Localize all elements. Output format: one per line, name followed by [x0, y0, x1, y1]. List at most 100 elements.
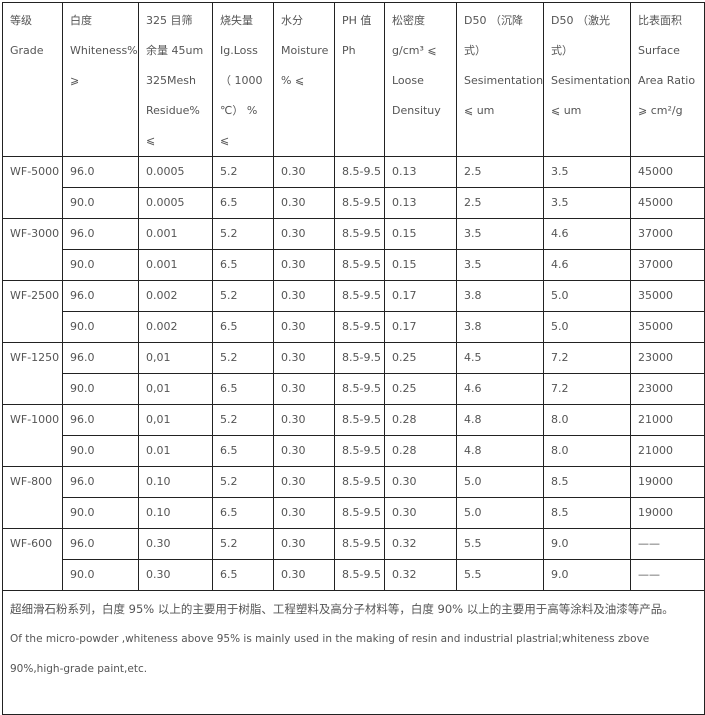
table-cell: 0.30: [273, 156, 335, 188]
table-cell: 8.5-9.5: [334, 466, 385, 498]
table-cell: 8.5: [543, 466, 631, 498]
table-cell: 6.5: [212, 559, 274, 591]
table-cell: 96.0: [62, 280, 139, 312]
table-cell: 0.32: [384, 559, 457, 591]
table-cell: 8.5-9.5: [334, 342, 385, 374]
table-cell: 8.5-9.5: [334, 187, 385, 219]
table-cell: 23000: [630, 342, 705, 374]
header-line: Residue%: [146, 104, 200, 117]
grade-cell: WF-5000: [2, 156, 63, 219]
table-cell: 90.0: [62, 497, 139, 529]
table-cell: 8.0: [543, 404, 631, 436]
table-cell: 5.0: [456, 466, 544, 498]
table-cell: 0.01: [138, 435, 213, 467]
note-cell: 超细滑石粉系列，白度 95% 以上的主要用于树脂、工程塑料及高分子材料等，白度 …: [2, 590, 705, 715]
table-cell: 21000: [630, 404, 705, 436]
table-cell: 90.0: [62, 311, 139, 343]
table-cell: 45000: [630, 156, 705, 188]
table-cell: 4.6: [543, 249, 631, 281]
table-cell: 19000: [630, 497, 705, 529]
table-cell: 0.10: [138, 466, 213, 498]
header-cell: 水分 Moisture % ⩽: [273, 2, 335, 157]
table-cell: 8.5-9.5: [334, 559, 385, 591]
header-line: ℃） %: [220, 104, 258, 117]
table-cell: 5.0: [543, 280, 631, 312]
table-cell: 5.2: [212, 466, 274, 498]
header-cell: 白度 Whiteness% ⩾: [62, 2, 139, 157]
table-cell: 8.5-9.5: [334, 497, 385, 529]
header-line: Surface: [638, 44, 680, 57]
table-cell: 6.5: [212, 249, 274, 281]
table-cell: 4.6: [543, 218, 631, 250]
table-cell: 0.0005: [138, 187, 213, 219]
table-cell: 0.30: [273, 218, 335, 250]
table-cell: 0.25: [384, 342, 457, 374]
table-cell: 0.30: [273, 497, 335, 529]
table-cell: 0.15: [384, 218, 457, 250]
table-cell: 4.8: [456, 404, 544, 436]
table-cell: 3.5: [456, 249, 544, 281]
table-cell: 90.0: [62, 373, 139, 405]
header-line: 松密度: [392, 14, 425, 27]
table-cell: 19000: [630, 466, 705, 498]
table-cell: 0.30: [273, 559, 335, 591]
table-cell: 0.25: [384, 373, 457, 405]
table-cell: 0.17: [384, 311, 457, 343]
table-cell: 9.0: [543, 559, 631, 591]
table-cell: 0.30: [273, 373, 335, 405]
table-cell: 35000: [630, 311, 705, 343]
table-cell: ——: [630, 528, 705, 560]
header-line: Area Ratio: [638, 74, 696, 87]
table-cell: 0.13: [384, 187, 457, 219]
table-cell: 0.17: [384, 280, 457, 312]
table-cell: 0.32: [384, 528, 457, 560]
table-cell: 0.30: [138, 559, 213, 591]
grade-cell: WF-1000: [2, 404, 63, 467]
header-cell: 松密度 g/cm³ ⩽ Loose Densituy: [384, 2, 457, 157]
header-cell: PH 值 Ph: [334, 2, 385, 157]
table-cell: 0.30: [273, 466, 335, 498]
table-cell: 5.2: [212, 280, 274, 312]
table-cell: 8.5-9.5: [334, 404, 385, 436]
note-row: 超细滑石粉系列，白度 95% 以上的主要用于树脂、工程塑料及高分子材料等，白度 …: [2, 590, 705, 715]
table-cell: 8.5: [543, 497, 631, 529]
grade-cell: WF-800: [2, 466, 63, 529]
table-cell: 8.0: [543, 435, 631, 467]
grade-cell: WF-1250: [2, 342, 63, 405]
header-cell: D50 （激光 式） Sesimentation ⩽ um: [543, 2, 631, 157]
table-cell: 96.0: [62, 466, 139, 498]
table-cell: 0.10: [138, 497, 213, 529]
table-cell: 0.15: [384, 249, 457, 281]
header-line: Densituy: [392, 104, 441, 117]
table-cell: 8.5-9.5: [334, 373, 385, 405]
header-line: 烧失量: [220, 14, 253, 27]
header-line: Moisture: [281, 44, 329, 57]
table-cell: 8.5-9.5: [334, 280, 385, 312]
table-cell: 0,01: [138, 404, 213, 436]
table-cell: 37000: [630, 218, 705, 250]
header-line: PH 值: [342, 14, 372, 27]
header-line: Whiteness%: [70, 44, 138, 57]
table-row: WF-2500 96.0 0.002 5.2 0.30 8.5-9.5 0.17 3.8 5.0…: [2, 280, 705, 343]
header-line: 式）: [551, 44, 573, 57]
table-row: 90.0 0.10 6.5 0.30 8.5-9.5 0.30 5.0 8.5 19000: [3, 497, 705, 529]
header-line: 325 目筛: [146, 14, 193, 27]
header-line: 余量 45um: [146, 44, 204, 57]
table-row: 90.0 0.001 6.5 0.30 8.5-9.5 0.15 3.5 4.6 37000: [3, 249, 705, 281]
table-cell: 2.5: [456, 156, 544, 188]
table-cell: 0.30: [273, 528, 335, 560]
table-row: WF-800 96.0 0.10 5.2 0.30 8.5-9.5 0.30 5.0 8.5 19…: [2, 466, 705, 529]
header-line: ⩾ cm²/g: [638, 104, 683, 117]
header-line: D50 （激光: [551, 14, 610, 27]
table-cell: 0,01: [138, 373, 213, 405]
table-cell: 5.5: [456, 559, 544, 591]
header-line: Sesimentation: [551, 74, 631, 87]
table-cell: 96.0: [62, 156, 139, 188]
table-cell: 5.2: [212, 342, 274, 374]
table-cell: 0.28: [384, 435, 457, 467]
header-line: 等级: [10, 14, 32, 27]
table-cell: 0.28: [384, 404, 457, 436]
table-row: 90.0 0.01 6.5 0.30 8.5-9.5 0.28 4.8 8.0 21000: [3, 435, 705, 467]
table-cell: 37000: [630, 249, 705, 281]
